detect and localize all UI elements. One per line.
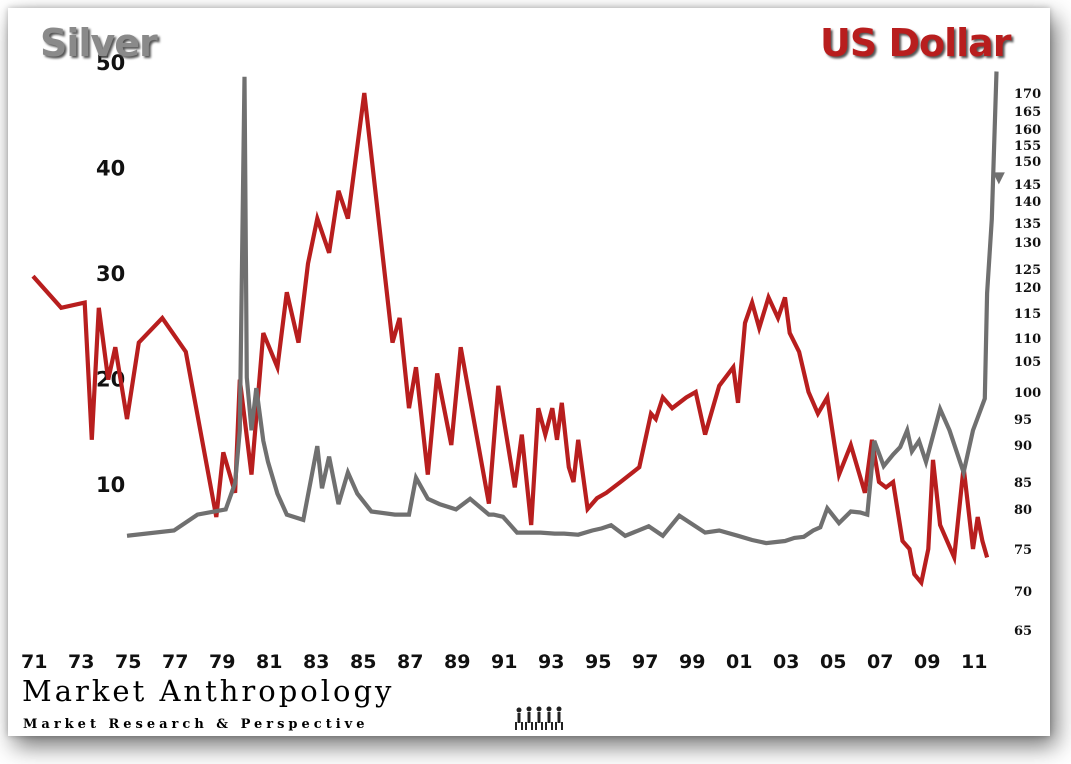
dollar-axis-tick: 140 [1014,195,1041,210]
silver-axis-tick: 10 [96,473,125,497]
x-axis-tick: 01 [726,651,752,673]
brand-name: Market Anthropology [22,674,395,708]
silver-axis-tick: 40 [96,157,125,181]
silver-axis-tick: 50 [96,51,125,75]
x-axis-tick: 87 [397,651,423,673]
dollar-axis-tick: 70 [1014,585,1032,600]
dollar-axis-tick: 150 [1014,155,1041,170]
dollar-axis-tick: 95 [1014,413,1032,428]
runners-logo [515,706,563,730]
x-axis-tick: 95 [585,651,611,673]
x-axis-tick: 99 [679,651,705,673]
us-dollar-series-line [31,92,990,588]
x-axis-tick: 05 [820,651,846,673]
x-axis-tick: 09 [914,651,940,673]
dollar-axis-tick: 145 [1014,178,1041,193]
brand-tagline: Market Research & Perspective [23,717,369,732]
dollar-axis-tick: 105 [1014,355,1041,370]
dollar-axis-tick: 80 [1014,503,1032,518]
dollar-axis-tick: 120 [1014,281,1041,296]
silver-title: Silver [40,21,158,65]
x-axis-tick: 81 [256,651,282,673]
x-axis-tick: 03 [773,651,799,673]
dollar-axis-tick: 135 [1014,217,1041,232]
us-dollar-title: US Dollar [820,21,1012,65]
x-axis-tick: 07 [867,651,893,673]
dollar-axis-tick: 100 [1014,386,1041,401]
dollar-axis-tick: 170 [1014,87,1041,102]
dollar-axis-tick: 110 [1014,332,1041,347]
x-axis-tick: 97 [632,651,658,673]
dollar-axis-tick: 85 [1014,476,1032,491]
dollar-axis-tick: 125 [1014,263,1041,278]
dollar-axis-tick: 65 [1014,624,1032,639]
dollar-axis-tick: 115 [1014,307,1041,322]
silver-axis-tick: 30 [96,262,125,286]
dollar-axis-tick: 165 [1014,105,1041,120]
silver-series-line [126,71,999,546]
chart-card: 10 20 30 40 50 65 70 75 80 85 90 95 100 105 110 115 120 1… [8,8,1050,736]
chart-canvas: 1020304050657075808590951001051101151201… [21,51,1041,673]
x-axis-tick: 85 [350,651,376,673]
x-axis-tick: 83 [303,651,329,673]
dollar-axis-tick: 160 [1014,123,1041,138]
dollar-axis-tick: 90 [1014,439,1032,454]
x-axis-tick: 73 [68,651,94,673]
x-axis-tick: 71 [21,651,47,673]
x-axis-tick: 79 [209,651,235,673]
dollar-axis-tick: 75 [1014,543,1032,558]
silver-end-arrow [992,172,1005,185]
dollar-axis-tick: 130 [1014,236,1041,251]
x-axis-tick: 93 [538,651,564,673]
dollar-axis-tick: 155 [1014,139,1041,154]
x-axis-tick: 11 [961,651,987,673]
x-axis-tick: 89 [444,651,470,673]
x-axis-tick: 75 [115,651,141,673]
x-axis-tick: 77 [162,651,188,673]
x-axis-tick: 91 [491,651,517,673]
